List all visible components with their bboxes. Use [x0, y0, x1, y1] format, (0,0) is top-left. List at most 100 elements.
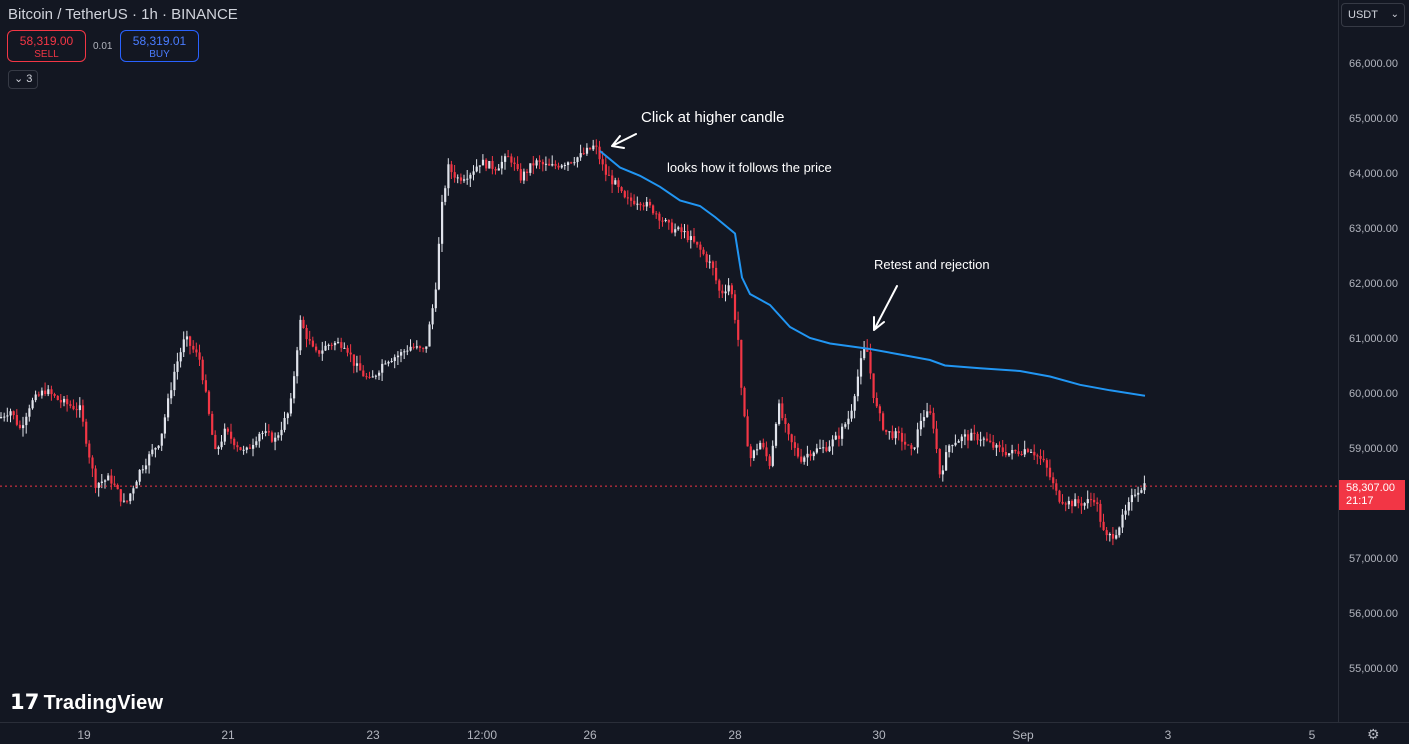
candle-body — [315, 346, 318, 351]
annotation-follow[interactable]: looks how it follows the price — [667, 160, 832, 175]
candle-body — [636, 203, 639, 205]
candle-body — [94, 468, 97, 488]
candle-body — [882, 413, 885, 430]
candle-body — [481, 159, 485, 166]
candle-body — [233, 438, 236, 446]
candle-body — [834, 435, 837, 440]
candle-body — [97, 482, 100, 488]
candle-body — [614, 180, 617, 185]
candle-body — [1093, 499, 1096, 503]
annotation-retest[interactable]: Retest and rejection — [874, 257, 990, 272]
candle-body — [910, 445, 913, 449]
candle-body — [403, 351, 406, 353]
candle-body — [617, 180, 620, 188]
candle-body — [954, 442, 957, 446]
candle-body — [985, 438, 989, 441]
candle-body — [535, 160, 538, 166]
candle-body — [872, 373, 875, 398]
tradingview-logo-icon: 𝟭𝟳 — [10, 691, 40, 714]
candle-body — [267, 431, 270, 433]
indicators-toggle[interactable]: ⌄ 3 — [8, 70, 38, 89]
candle-body — [258, 433, 261, 442]
candle-body — [53, 394, 56, 396]
time-axis[interactable] — [0, 722, 1409, 744]
settings-icon[interactable]: ⚙ — [1367, 726, 1380, 742]
candle-body — [12, 411, 15, 416]
candle-body — [308, 339, 311, 341]
price-axis[interactable] — [1338, 0, 1409, 722]
candle-body — [897, 431, 900, 433]
price-chart[interactable] — [0, 0, 1338, 722]
candle-body — [737, 319, 740, 340]
candle-body — [963, 434, 967, 437]
candle-body — [793, 442, 796, 448]
candle-body — [894, 431, 897, 439]
arrow-top — [611, 133, 637, 149]
candle-body — [853, 396, 856, 411]
candle-body — [400, 352, 403, 356]
candle-body — [844, 424, 847, 427]
candle-body — [355, 363, 359, 366]
candle-body — [765, 447, 768, 457]
price-tick: 61,000.00 — [1349, 333, 1398, 345]
candle-body — [907, 444, 910, 446]
annotation-top[interactable]: Click at higher candle — [641, 109, 785, 126]
candle-body — [664, 219, 667, 221]
candle-body — [59, 400, 62, 403]
candle-body — [362, 370, 365, 377]
candle-body — [31, 400, 34, 409]
candle-body — [995, 444, 998, 448]
price-tick: 63,000.00 — [1349, 223, 1398, 235]
candle-body — [891, 431, 894, 439]
candle-body — [724, 291, 727, 294]
candle-body — [422, 347, 425, 349]
candle-body — [633, 200, 636, 205]
candle-body — [626, 197, 629, 199]
candle-body — [491, 161, 494, 169]
candle-body — [592, 145, 595, 150]
candle-body — [916, 429, 919, 448]
candle-body — [922, 417, 926, 421]
candle-body — [327, 344, 330, 346]
candle-body — [708, 261, 711, 263]
symbol-title[interactable]: Bitcoin / TetherUS · 1h · BINANCE — [8, 6, 238, 23]
candle-body — [201, 359, 204, 381]
candle-body — [532, 163, 535, 166]
candle-body — [526, 171, 529, 173]
candle-body — [463, 179, 466, 181]
time-tick: Sep — [1012, 728, 1034, 742]
candle-body — [485, 159, 488, 169]
candle-body — [598, 146, 601, 160]
candle-body — [163, 417, 166, 434]
sell-button[interactable]: 58,319.00 SELL — [7, 30, 86, 62]
candle-body — [680, 227, 683, 233]
candle-body — [88, 443, 91, 458]
price-tick: 56,000.00 — [1349, 608, 1398, 620]
candle-body — [384, 363, 387, 365]
buy-price: 58,319.01 — [132, 34, 187, 48]
candle-body — [1067, 501, 1070, 505]
candle-body — [1042, 458, 1045, 461]
candle-body — [78, 405, 81, 411]
candle-body — [198, 352, 201, 360]
candle-body — [648, 201, 652, 206]
candle-body — [774, 424, 778, 446]
candle-body — [220, 441, 223, 448]
candle-body — [1020, 454, 1023, 455]
sell-price: 58,319.00 — [19, 34, 74, 48]
candle-body — [642, 205, 645, 207]
candle-body — [982, 438, 985, 440]
candle-body — [576, 157, 579, 163]
candle-body — [812, 452, 815, 457]
candle-body — [352, 354, 355, 366]
candle-body — [466, 178, 469, 180]
candle-body — [711, 261, 715, 268]
candle-body — [652, 205, 655, 214]
tradingview-logo[interactable]: 𝟭𝟳 TradingView — [10, 690, 163, 715]
candle-body — [1118, 527, 1121, 536]
candles-layer — [0, 139, 1146, 546]
currency-select[interactable]: USDT ⌄ — [1341, 3, 1405, 27]
buy-button[interactable]: 58,319.01 BUY — [120, 30, 199, 62]
candle-body — [1052, 477, 1055, 484]
candle-body — [869, 351, 872, 374]
